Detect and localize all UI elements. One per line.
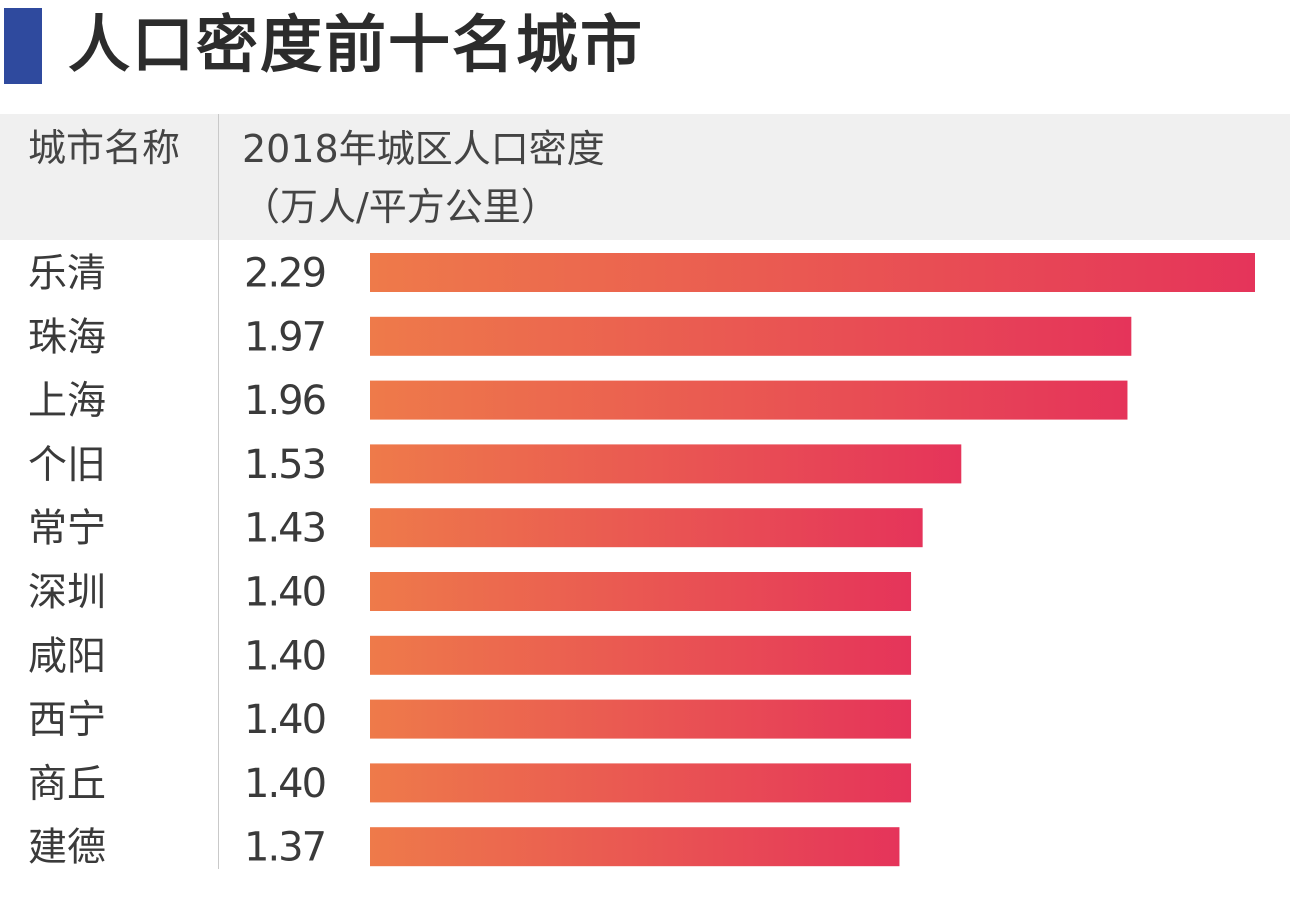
category-label: 西宁 — [28, 698, 106, 743]
bar-row: 深圳 1.40 — [28, 570, 912, 616]
table-header-background — [0, 114, 1290, 240]
bar-row: 商丘 1.40 — [28, 761, 912, 807]
bar — [370, 635, 912, 675]
value-label: 1.40 — [244, 697, 325, 743]
category-label: 常宁 — [28, 507, 106, 552]
category-label: 上海 — [28, 379, 106, 424]
bar-row: 乐清 2.29 — [28, 251, 1255, 297]
bar-row: 建德 1.37 — [28, 825, 900, 871]
category-label: 商丘 — [28, 762, 106, 807]
bar — [370, 380, 1128, 420]
bar — [370, 508, 923, 548]
category-label: 个旧 — [28, 443, 106, 488]
bar — [370, 253, 1255, 292]
column-divider — [218, 114, 219, 869]
value-label: 1.37 — [244, 825, 325, 871]
category-label: 深圳 — [28, 571, 106, 616]
value-label: 2.29 — [244, 251, 325, 297]
value-label: 1.43 — [244, 506, 325, 552]
bar-row: 珠海 1.97 — [28, 314, 1132, 360]
value-label: 1.40 — [244, 761, 325, 807]
bar-row: 个旧 1.53 — [28, 442, 962, 488]
bar — [370, 444, 962, 484]
bar-row: 咸阳 1.40 — [28, 633, 912, 679]
bar — [370, 827, 900, 867]
category-label: 建德 — [28, 826, 106, 871]
category-label: 珠海 — [28, 315, 106, 360]
title-accent-bar — [4, 8, 42, 84]
bar-row: 西宁 1.40 — [28, 697, 912, 743]
category-label: 乐清 — [28, 252, 106, 297]
value-label: 1.96 — [244, 378, 325, 424]
bar — [370, 572, 912, 611]
header-density-line1: 2018年城区人口密度 — [242, 127, 605, 171]
category-label: 咸阳 — [28, 634, 106, 679]
value-label: 1.40 — [244, 570, 325, 616]
bar — [370, 763, 912, 803]
header-density: 2018年城区人口密度 （万人/平方公里） — [242, 120, 605, 236]
bar-row: 常宁 1.43 — [28, 506, 923, 552]
bar-row: 上海 1.96 — [28, 378, 1128, 424]
bar — [370, 316, 1132, 356]
value-label: 1.40 — [244, 633, 325, 679]
bar — [370, 699, 912, 739]
value-label: 1.53 — [244, 442, 325, 488]
value-label: 1.97 — [244, 314, 325, 360]
header-density-line2: （万人/平方公里） — [242, 185, 559, 229]
chart-title: 人口密度前十名城市 — [68, 8, 645, 81]
header-city-name: 城市名称 — [28, 126, 181, 170]
